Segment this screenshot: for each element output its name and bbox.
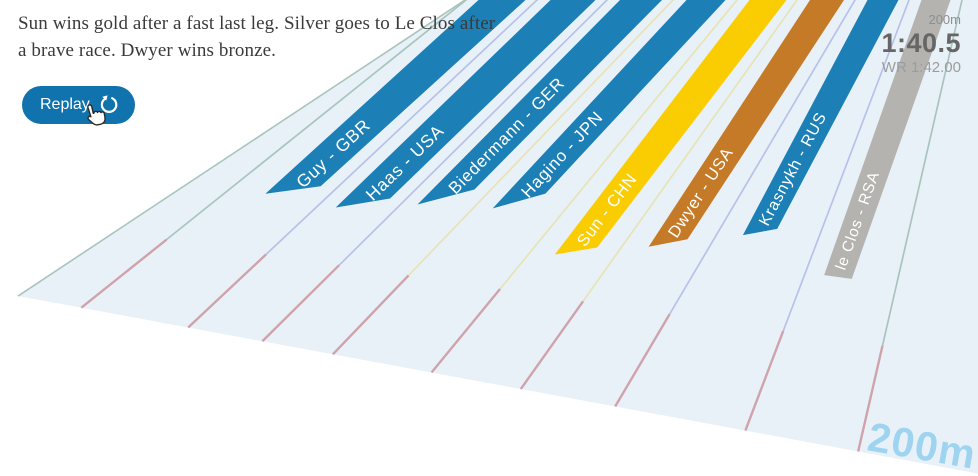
- lane-line-upper-2: [338, 0, 609, 266]
- lane-line-upper-1: [265, 0, 539, 256]
- lane-stripe-2: [417, 0, 662, 205]
- lane-stripe-4: [554, 0, 787, 255]
- clock-world-record: WR 1:42.00: [881, 58, 961, 76]
- lane-line-lower-1: [187, 253, 267, 329]
- lane-line-lower-4: [430, 288, 501, 374]
- lane-line-upper-0: [165, 0, 468, 241]
- lane-stripe-3: [492, 0, 726, 209]
- replay-button-label: Replay: [40, 96, 90, 113]
- lane-stripe-5: [648, 0, 844, 247]
- replay-button[interactable]: Replay: [22, 86, 135, 124]
- lane-line-lower-5: [519, 300, 585, 390]
- lane-line-upper-6: [668, 0, 856, 315]
- clock-time: 1:40.5: [881, 27, 961, 58]
- lane-stripe-6: [742, 0, 899, 236]
- lane-line-lower-7: [744, 330, 785, 432]
- lane-line-lower-2: [261, 264, 340, 343]
- replay-icon: [99, 95, 119, 115]
- lane-line-upper-3: [407, 0, 675, 277]
- lane-line-upper-5: [582, 0, 799, 302]
- lane-line-lower-0: [80, 238, 168, 309]
- lane-line-lower-3: [332, 274, 410, 356]
- lane-line-lower-6: [614, 313, 671, 408]
- commentary-line-2: a brave race. Dwyer wins bronze.: [18, 40, 276, 61]
- clock-distance: 200m: [928, 12, 961, 27]
- lane-line-upper-4: [499, 0, 739, 290]
- race-clock: 200m 1:40.5 WR 1:42.00: [881, 12, 961, 76]
- lane-stripe-1: [335, 0, 596, 208]
- lane-line-lower-8: [856, 345, 884, 452]
- lane-line-upper-8: [881, 0, 963, 346]
- race-commentary: Sun wins gold after a fast last leg. Sil…: [18, 10, 495, 64]
- pool-left-edge: [17, 0, 467, 297]
- lane-stripe-7: [824, 0, 951, 279]
- lane-stripe-0: [265, 0, 526, 194]
- commentary-line-1: Sun wins gold after a fast last leg. Sil…: [18, 13, 496, 34]
- lane-line-upper-7: [782, 0, 910, 332]
